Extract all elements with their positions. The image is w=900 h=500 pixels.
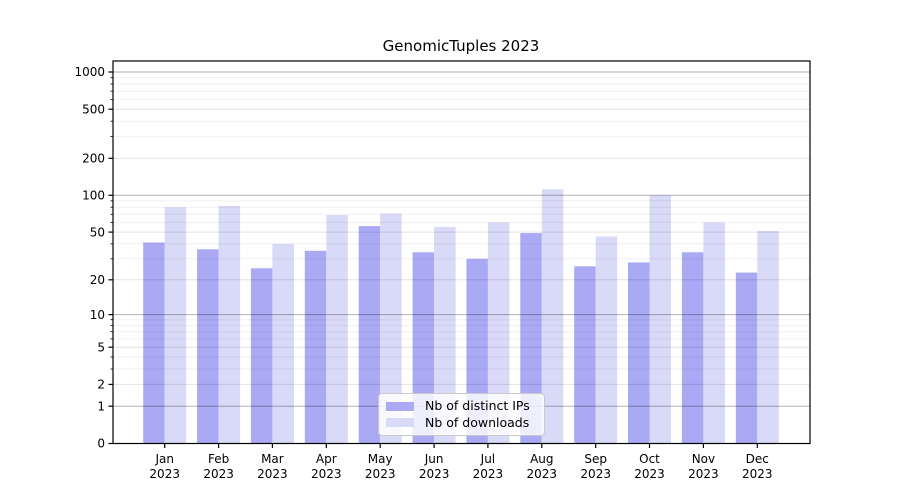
bar-distinct-ips-feb — [197, 249, 219, 444]
chart-title: GenomicTuples 2023 — [383, 37, 540, 55]
bar-downloads-may — [380, 213, 402, 444]
x-tick-label-dec: Dec — [746, 452, 769, 466]
x-tick-label-jul: Jul — [480, 452, 495, 466]
legend: Nb of distinct IPs Nb of downloads — [378, 393, 545, 436]
y-tick-label-50: 50 — [90, 225, 105, 239]
bar-distinct-ips-nov — [681, 252, 704, 444]
legend-item-downloads: Nb of downloads — [386, 414, 536, 430]
x-tick-label-year-mar: 2023 — [257, 467, 288, 481]
bar-distinct-ips-dec — [735, 272, 758, 444]
x-tick-label-mar: Mar — [261, 452, 284, 466]
y-tick-label-10: 10 — [90, 308, 105, 322]
legend-label-downloads: Nb of downloads — [425, 414, 530, 430]
bar-downloads-mar — [272, 243, 294, 444]
bar-downloads-sep — [595, 236, 618, 444]
x-tick-label-year-sep: 2023 — [580, 467, 611, 481]
bar-downloads-feb — [218, 205, 241, 444]
x-tick-label-year-apr: 2023 — [311, 467, 342, 481]
x-tick-label-year-jun: 2023 — [419, 467, 450, 481]
x-tick-label-year-oct: 2023 — [634, 467, 665, 481]
x-tick-label-aug: Aug — [530, 452, 553, 466]
x-tick-label-year-feb: 2023 — [203, 467, 234, 481]
x-tick-label-year-aug: 2023 — [527, 467, 558, 481]
plot-border — [112, 60, 811, 445]
x-tick-label-nov: Nov — [692, 452, 715, 466]
bar-distinct-ips-jan — [143, 242, 165, 444]
bar-downloads-jan — [164, 207, 187, 444]
x-tick-label-apr: Apr — [316, 452, 337, 466]
bar-downloads-apr — [326, 215, 348, 444]
y-tick-label-200: 200 — [82, 152, 105, 166]
y-tick-label-500: 500 — [82, 102, 105, 116]
x-tick-label-year-jan: 2023 — [149, 467, 180, 481]
bar-distinct-ips-aug — [520, 233, 542, 444]
y-tick-label-100: 100 — [82, 189, 105, 203]
y-tick-label-1000: 1000 — [74, 65, 105, 79]
x-tick-label-year-dec: 2023 — [742, 467, 773, 481]
x-tick-label-jan: Jan — [154, 452, 174, 466]
bar-distinct-ips-may — [358, 226, 381, 444]
legend-swatch-downloads-icon — [386, 418, 414, 428]
y-tick-label-20: 20 — [90, 273, 105, 287]
axes-layer: 01251020501002005001000Jan2023Feb2023Mar… — [74, 60, 811, 481]
bar-downloads-jul — [487, 222, 510, 444]
legend-item-distinct-ips: Nb of distinct IPs — [386, 398, 536, 413]
bar-downloads-dec — [757, 231, 779, 444]
x-tick-label-oct: Oct — [639, 452, 660, 466]
x-tick-label-jun: Jun — [424, 452, 444, 466]
bar-distinct-ips-mar — [250, 268, 273, 444]
y-tick-label-0: 0 — [97, 437, 105, 451]
x-tick-label-may: May — [368, 452, 393, 466]
bar-distinct-ips-apr — [304, 250, 327, 444]
y-tick-label-5: 5 — [97, 340, 105, 354]
x-tick-label-sep: Sep — [584, 452, 607, 466]
bar-downloads-jun — [434, 227, 456, 444]
x-tick-label-year-jul: 2023 — [473, 467, 504, 481]
bar-downloads-aug — [541, 189, 564, 444]
legend-label-distinct-ips: Nb of distinct IPs — [425, 398, 530, 413]
bar-downloads-oct — [649, 195, 671, 444]
bar-distinct-ips-sep — [574, 266, 596, 444]
x-tick-label-year-nov: 2023 — [688, 467, 719, 481]
legend-swatch-distinct-ips-icon — [386, 401, 414, 411]
x-tick-label-feb: Feb — [208, 452, 229, 466]
bar-distinct-ips-oct — [628, 262, 650, 444]
y-tick-label-2: 2 — [97, 378, 105, 392]
bar-downloads-nov — [703, 222, 725, 444]
y-tick-label-1: 1 — [97, 399, 105, 413]
x-tick-label-year-may: 2023 — [365, 467, 396, 481]
grid-layer — [113, 71, 810, 407]
